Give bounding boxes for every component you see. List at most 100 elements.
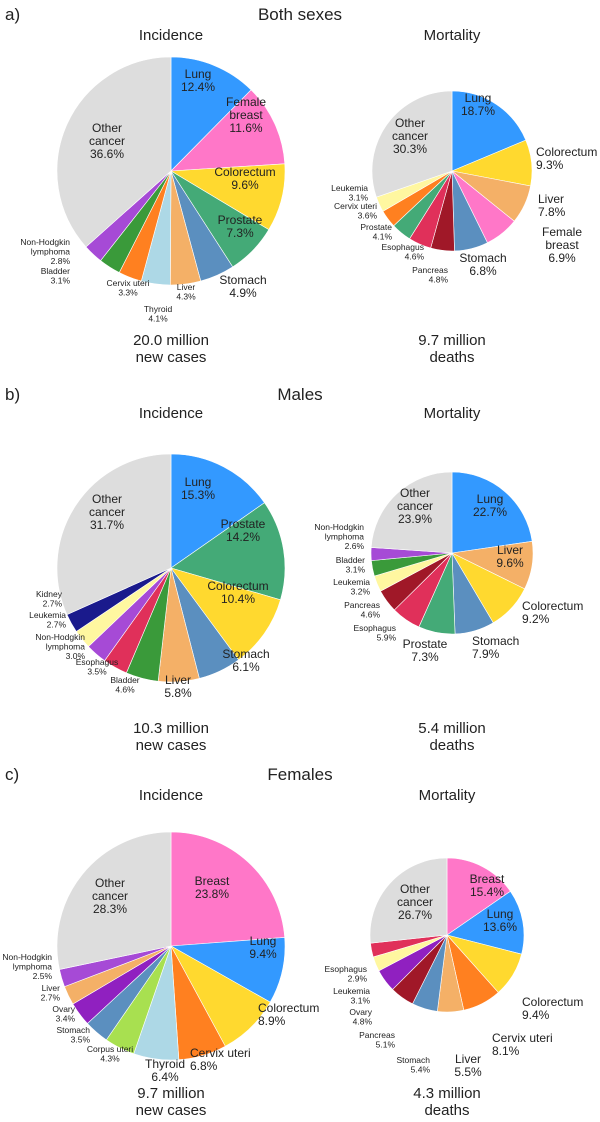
slice-value: 3.6% [358,211,378,221]
slice-other-cancer [369,857,448,944]
pie-total-label: deaths [429,349,474,366]
slice-label-stomach: Stomach 4.9% [219,273,266,300]
slice-value: 4.6% [115,685,135,695]
slice-label-bladder: Bladder 4.6% [110,675,139,695]
slice-name: Non-Hodgkin [35,632,85,642]
slice-value: 4.6% [405,252,425,262]
slice-name: Esophagus [76,657,119,667]
slice-name: Other [92,121,122,135]
slice-name: Prostate [221,517,266,531]
slice-name: Pancreas [359,1030,395,1040]
slice-value: 23.8% [195,887,229,901]
slice-name: cancer [92,889,128,903]
slice-lung [451,90,527,172]
slice-name: Liver [165,673,191,687]
slice-name: Pancreas [344,600,380,610]
slice-value: 23.9% [398,512,432,526]
slice-name: Liver [538,192,564,206]
slice-value: 9.6% [496,556,524,570]
slice-name: cancer [89,505,125,519]
slice-other-cancer [56,56,172,248]
slice-value: 9.3% [536,158,564,172]
slice-label-stomach: Stomach 6.8% [459,251,506,278]
pie-total-label: 10.3 million [133,720,209,737]
slice-label-esophagus: Esophagus 2.9% [324,964,367,984]
slice-label-bladder: Bladder 3.1% [41,266,71,286]
slice-other-cancer [371,90,453,198]
slice-label-other-cancer: Other cancer 23.9% [397,486,433,526]
slice-value: 8.1% [492,1044,520,1058]
slice-label-other-cancer: Other cancer 36.6% [89,121,125,161]
slice-label-stomach: Stomach 6.1% [222,647,269,674]
slice-name: Bladder [110,675,139,685]
slice-breast [170,831,286,947]
slice-label-liver: Liver 5.5% [454,1052,482,1079]
slice-value: 2.8% [51,256,71,266]
slice-name: cancer [397,499,433,513]
slice-name: Stomach [396,1055,430,1065]
slice-name: Leukemia [29,610,66,620]
slice-value: 2.7% [47,620,67,630]
slice-value: 5.8% [164,686,192,700]
slice-value: 9.2% [522,612,550,626]
slice-label-other-cancer: Other cancer 30.3% [392,116,428,156]
slice-name: Ovary [52,1004,75,1014]
slice-value: 3.0% [66,651,86,661]
slice-value: 9.4% [522,1008,550,1022]
slice-label-breast: Breast 23.8% [195,874,230,901]
slice-value: 5.1% [376,1040,396,1050]
slice-name: Non-Hodgkin [2,952,52,962]
slice-name: cancer [397,895,433,909]
slice-value: 36.6% [90,147,124,161]
slice-name: Leukemia [333,577,370,587]
slice-name: Breast [195,874,230,888]
slice-label-thyroid: Thyroid 4.1% [144,304,173,324]
slice-value: 28.3% [93,902,127,916]
slice-name: lymphoma [325,532,364,542]
slice-label-lung: Lung 13.6% [483,907,517,934]
slice-name: Ovary [349,1007,372,1017]
slice-name: Lung [185,475,212,489]
slice-value: 4.8% [429,275,449,285]
slice-name: Stomach [56,1025,90,1035]
slice-value: 5.9% [377,633,397,643]
slice-name: lymphoma [13,962,52,972]
pie-total-label: new cases [136,737,207,754]
slice-label-non-hodgkin-lymphoma: Non-Hodgkin lymphoma 2.6% [314,522,364,551]
slice-label-colorectum: Colorectum 9.6% [214,165,275,192]
slice-label-colorectum: Colorectum 9.4% [522,995,583,1022]
pie-total-label: new cases [136,1102,207,1119]
slice-label-non-hodgkin-lymphoma: Non-Hodgkin lymphoma 3.0% [35,632,85,661]
slice-label-pancreas: Pancreas 4.6% [344,600,380,620]
slice-value: 6.9% [548,251,576,265]
slice-name: Corpus uteri [87,1044,133,1054]
slice-name: Bladder [336,555,365,565]
pie-title: Mortality [424,405,481,422]
slice-name: lymphoma [46,642,85,652]
slice-value: 10.4% [221,592,255,606]
slice-value: 3.1% [346,565,366,575]
slice-value: 4.1% [373,232,393,242]
slice-name: Non-Hodgkin [20,237,70,247]
slice-label-non-hodgkin-lymphoma: Non-Hodgkin lymphoma 2.8% [20,237,70,266]
slice-value: 18.7% [461,104,495,118]
slice-label-stomach: Stomach 7.9% [472,634,519,661]
slice-name: Liver [177,282,196,292]
pie-total-label: 5.4 million [418,720,486,737]
slice-name: cancer [392,129,428,143]
slice-value: 9.4% [249,947,277,961]
slice-value: 22.7% [473,505,507,519]
slice-value: 7.9% [472,647,500,661]
slice-label-leukemia: Leukemia 3.1% [331,183,368,203]
slice-label-colorectum: Colorectum 10.4% [207,579,268,606]
slice-label-colorectum: Colorectum 9.3% [536,145,597,172]
slice-value: 3.4% [56,1014,76,1024]
slice-label-prostate: Prostate 14.2% [221,517,266,544]
slice-label-pancreas: Pancreas 5.1% [359,1030,395,1050]
slice-name: Colorectum [207,579,268,593]
slice-label-cervix-uteri: Cervix uteri 3.3% [107,278,150,298]
slice-name: Pancreas [412,265,448,275]
slice-value: 6.4% [151,1070,179,1084]
